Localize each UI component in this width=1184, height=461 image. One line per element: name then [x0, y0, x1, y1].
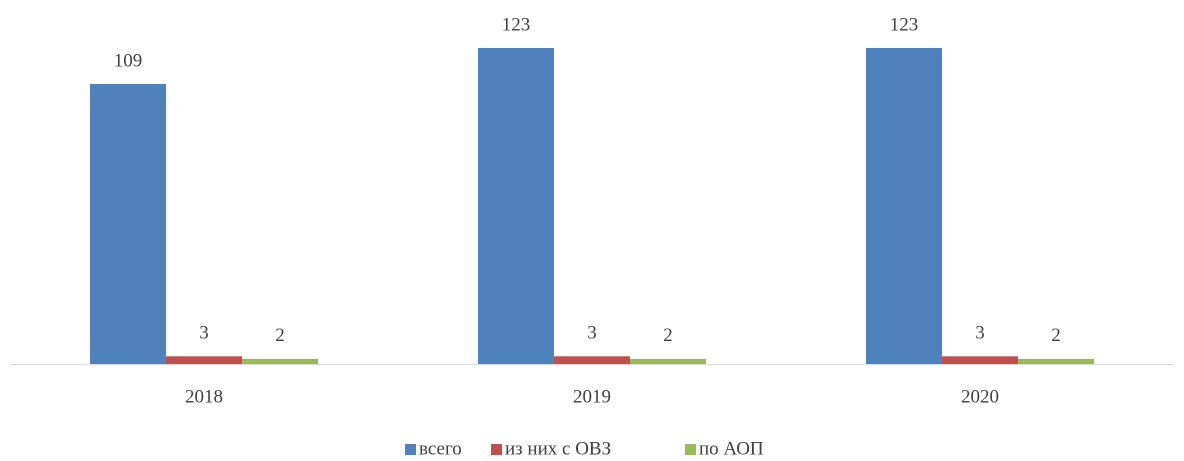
- data-label: 109: [114, 50, 143, 71]
- data-label: 3: [975, 323, 985, 344]
- x-tick-label: 2019: [573, 386, 611, 407]
- data-label: 3: [587, 323, 597, 344]
- bar: [166, 356, 242, 364]
- legend-swatch: [405, 444, 416, 455]
- bar: [866, 48, 942, 364]
- data-label: 3: [199, 323, 209, 344]
- bar: [942, 356, 1018, 364]
- data-label: 2: [1051, 325, 1061, 346]
- bar: [1018, 358, 1094, 364]
- legend-label: всего: [419, 438, 462, 459]
- bar: [90, 83, 166, 365]
- bar: [478, 48, 554, 364]
- legend-label: из них с ОВЗ: [505, 438, 611, 459]
- bar: [242, 358, 318, 364]
- data-label: 2: [275, 325, 285, 346]
- data-label: 123: [502, 14, 531, 35]
- data-label: 123: [890, 14, 919, 35]
- bar: [554, 356, 630, 364]
- x-tick-label: 2020: [961, 386, 999, 407]
- legend-swatch: [491, 444, 502, 455]
- legend-label: по АОП: [699, 438, 764, 459]
- data-label: 2: [663, 325, 673, 346]
- x-tick-label: 2018: [185, 386, 223, 407]
- legend-swatch: [685, 444, 696, 455]
- bar: [630, 358, 706, 364]
